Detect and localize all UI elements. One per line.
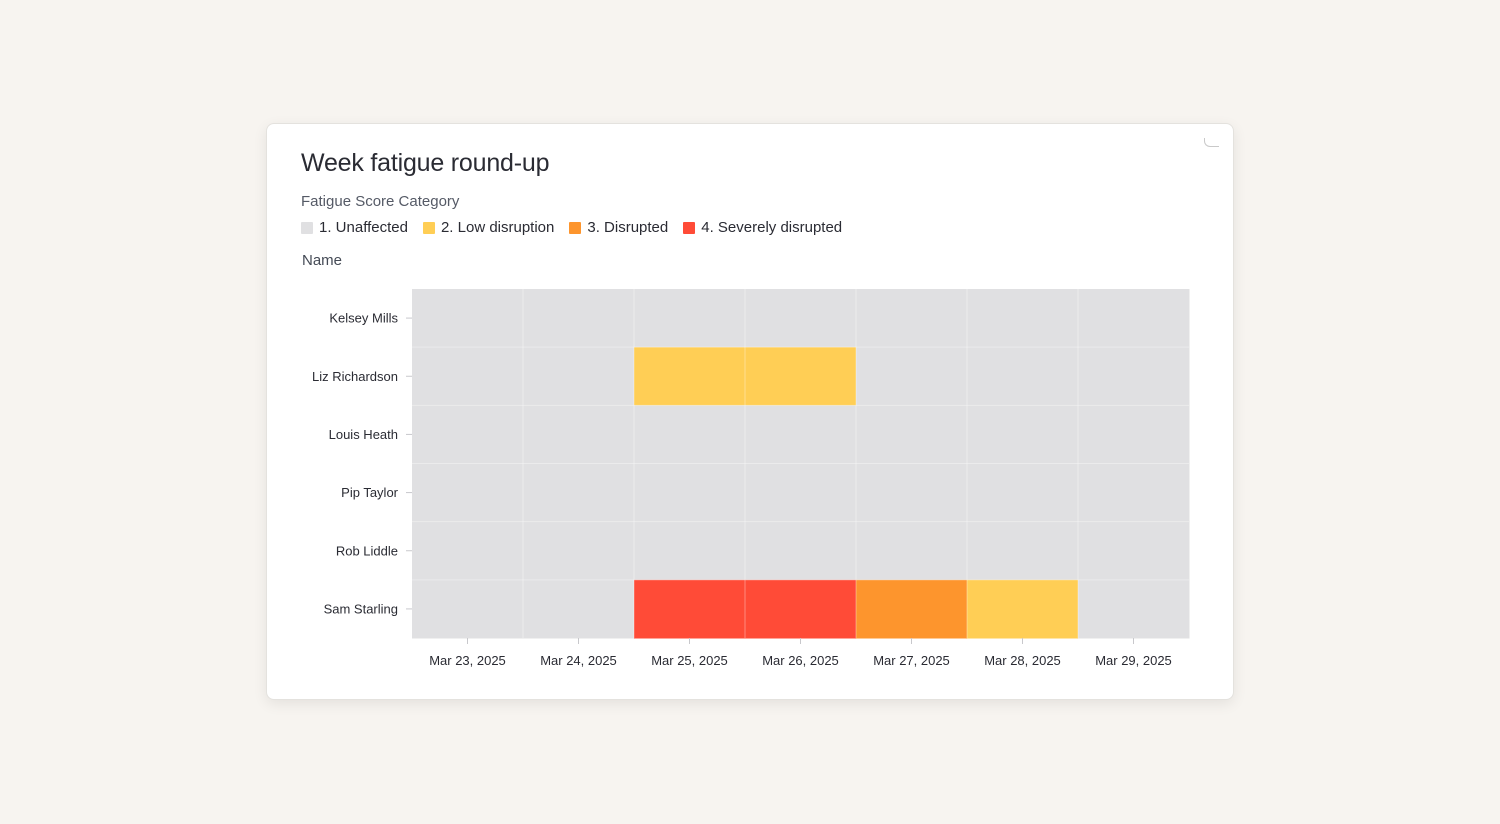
- x-tick-label-mar-23-2025: Mar 23, 2025: [429, 653, 506, 668]
- x-tick-label-mar-24-2025: Mar 24, 2025: [540, 653, 617, 668]
- y-axis-title: Name: [302, 252, 343, 269]
- legend-label-low-disruption: 2. Low disruption: [440, 219, 555, 236]
- heatmap-cell-louis-heath-mar-23-2025[interactable]: [412, 405, 524, 464]
- heatmap-cell-kelsey-mills-mar-26-2025[interactable]: [745, 289, 857, 348]
- heatmap-cell-rob-liddle-mar-23-2025[interactable]: [412, 521, 524, 581]
- card-corner-icon: [1204, 138, 1219, 147]
- legend-item-low-disruption[interactable]: 2. Low disruption: [422, 219, 555, 236]
- y-tick-label-pip-taylor: Pip Taylor: [341, 485, 399, 500]
- heatmap-cell-rob-liddle-mar-28-2025[interactable]: [967, 521, 1079, 581]
- chart-card: Week fatigue round-up Fatigue Score Cate…: [266, 123, 1234, 700]
- legend-item-disrupted[interactable]: 3. Disrupted: [569, 219, 668, 236]
- heatmap-cell-liz-richardson-mar-27-2025[interactable]: [856, 347, 968, 406]
- heatmap-cell-rob-liddle-mar-27-2025[interactable]: [856, 521, 968, 581]
- x-tick-label-mar-26-2025: Mar 26, 2025: [762, 653, 839, 668]
- heatmap-cell-louis-heath-mar-24-2025[interactable]: [523, 405, 635, 464]
- heatmap-cell-pip-taylor-mar-25-2025[interactable]: [634, 463, 746, 523]
- heatmap-cell-kelsey-mills-mar-29-2025[interactable]: [1078, 289, 1190, 348]
- legend-label-unaffected: 1. Unaffected: [319, 219, 408, 236]
- heatmap-cell-sam-starling-mar-28-2025[interactable]: [967, 579, 1079, 639]
- heatmap-cell-liz-richardson-mar-24-2025[interactable]: [523, 347, 635, 406]
- heatmap-cell-louis-heath-mar-28-2025[interactable]: [967, 405, 1079, 464]
- legend-item-unaffected[interactable]: 1. Unaffected: [301, 219, 408, 236]
- heatmap-cell-liz-richardson-mar-28-2025[interactable]: [967, 347, 1079, 406]
- legend-swatch-unaffected: [301, 221, 313, 234]
- x-tick-label-mar-27-2025: Mar 27, 2025: [873, 653, 950, 668]
- legend-title: Fatigue Score Category: [301, 193, 460, 210]
- heatmap-cell-kelsey-mills-mar-25-2025[interactable]: [634, 289, 746, 348]
- heatmap-cell-pip-taylor-mar-23-2025[interactable]: [412, 463, 524, 523]
- heatmap-cell-pip-taylor-mar-26-2025[interactable]: [745, 463, 857, 523]
- legend-swatch-low-disruption: [422, 221, 435, 234]
- heatmap-cell-sam-starling-mar-23-2025[interactable]: [412, 579, 524, 639]
- heatmap-cell-pip-taylor-mar-28-2025[interactable]: [967, 463, 1079, 523]
- heatmap-cell-sam-starling-mar-25-2025[interactable]: [634, 579, 746, 639]
- legend: 1. Unaffected 2. Low disruption 3. Disru…: [301, 219, 842, 236]
- heatmap-cell-liz-richardson-mar-29-2025[interactable]: [1078, 347, 1190, 406]
- y-tick-label-louis-heath: Louis Heath: [329, 427, 398, 442]
- heatmap-cell-louis-heath-mar-27-2025[interactable]: [856, 405, 968, 464]
- heatmap-cell-rob-liddle-mar-29-2025[interactable]: [1078, 521, 1190, 581]
- heatmap-cell-rob-liddle-mar-24-2025[interactable]: [523, 521, 635, 581]
- heatmap-cell-pip-taylor-mar-27-2025[interactable]: [856, 463, 968, 523]
- heatmap-cell-louis-heath-mar-26-2025[interactable]: [745, 405, 857, 464]
- legend-swatch-severely-disrupted: [683, 221, 696, 234]
- heatmap-cell-sam-starling-mar-27-2025[interactable]: [856, 579, 968, 639]
- heatmap-cell-louis-heath-mar-29-2025[interactable]: [1078, 405, 1190, 464]
- legend-item-severely-disrupted[interactable]: 4. Severely disrupted: [683, 219, 842, 236]
- x-tick-label-mar-25-2025: Mar 25, 2025: [651, 653, 728, 668]
- heatmap-cell-kelsey-mills-mar-27-2025[interactable]: [856, 289, 968, 348]
- heatmap-cell-kelsey-mills-mar-28-2025[interactable]: [967, 289, 1079, 348]
- heatmap-cell-liz-richardson-mar-23-2025[interactable]: [412, 347, 524, 406]
- chart-title: Week fatigue round-up: [301, 149, 550, 177]
- x-tick-label-mar-28-2025: Mar 28, 2025: [984, 653, 1061, 668]
- heatmap-chart: Kelsey Mills Liz Richardson Louis Heath Pip…: [312, 289, 1190, 668]
- heatmap-cell-kelsey-mills-mar-23-2025[interactable]: [412, 289, 524, 348]
- heatmap-cell-kelsey-mills-mar-24-2025[interactable]: [523, 289, 635, 348]
- legend-label-disrupted: 3. Disrupted: [587, 219, 669, 236]
- legend-label-severely-disrupted: 4. Severely disrupted: [701, 219, 843, 236]
- heatmap-cell-rob-liddle-mar-25-2025[interactable]: [634, 521, 746, 581]
- y-tick-label-sam-starling: Sam Starling: [324, 601, 398, 616]
- heatmap-cell-rob-liddle-mar-26-2025[interactable]: [745, 521, 857, 581]
- heatmap-cell-sam-starling-mar-24-2025[interactable]: [523, 579, 635, 639]
- y-tick-label-kelsey-mills: Kelsey Mills: [329, 311, 398, 326]
- legend-swatch-disrupted: [569, 221, 582, 234]
- x-tick-label-mar-29-2025: Mar 29, 2025: [1095, 653, 1172, 668]
- heatmap-cell-louis-heath-mar-25-2025[interactable]: [634, 405, 746, 464]
- heatmap-cell-pip-taylor-mar-29-2025[interactable]: [1078, 463, 1190, 523]
- heatmap-cell-sam-starling-mar-26-2025[interactable]: [745, 579, 857, 639]
- heatmap-cell-sam-starling-mar-29-2025[interactable]: [1078, 579, 1190, 639]
- heatmap-cell-liz-richardson-mar-26-2025[interactable]: [745, 347, 857, 406]
- heatmap-cell-pip-taylor-mar-24-2025[interactable]: [523, 463, 635, 523]
- y-tick-label-rob-liddle: Rob Liddle: [336, 543, 398, 558]
- y-tick-label-liz-richardson: Liz Richardson: [312, 369, 398, 384]
- heatmap-cell-liz-richardson-mar-25-2025[interactable]: [634, 347, 746, 406]
